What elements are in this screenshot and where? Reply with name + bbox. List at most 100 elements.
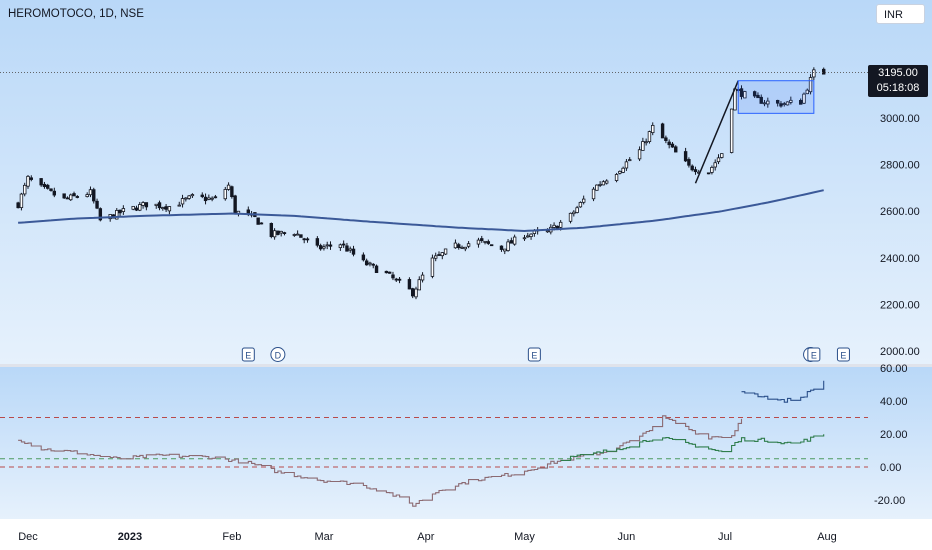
candle-body [713, 162, 717, 168]
time-tick-label: Jul [718, 531, 732, 543]
candle-body [164, 206, 168, 210]
candle-body [486, 241, 491, 244]
pane-divider[interactable] [0, 364, 932, 367]
candle-body [138, 204, 142, 211]
candle-body [190, 194, 195, 197]
currency-button[interactable]: INR [876, 4, 925, 24]
candle-body [766, 100, 770, 105]
candle-body [628, 159, 632, 162]
candle-body [39, 178, 43, 186]
candle-body [782, 103, 786, 106]
candle-body [499, 245, 504, 250]
candle-body [345, 245, 349, 252]
indicator-tick-label: 20.00 [880, 429, 908, 441]
event-marker-label: E [531, 351, 537, 361]
candle-body [690, 165, 694, 171]
candle-body [371, 263, 375, 266]
candle-body [417, 279, 421, 291]
candle-body [364, 260, 369, 266]
price-tick-label: 3000.00 [880, 113, 920, 125]
candle-body [440, 252, 444, 257]
earnings-marker[interactable] [807, 347, 821, 362]
candle-body [256, 217, 260, 225]
candle-body [98, 208, 103, 221]
candle-body [624, 161, 629, 169]
candle-body [351, 248, 356, 255]
axes: 2000.00 2200.00 2400.00 2600.00 2800.00 3000.… [18, 113, 920, 543]
candle-body [621, 167, 625, 173]
time-tick-label: Feb [222, 531, 241, 543]
candle-body [572, 211, 576, 215]
candle-body [693, 169, 698, 173]
price-pane[interactable]: EDEDEE [0, 67, 868, 362]
candle-body [411, 288, 415, 297]
price-tick-label: 2000.00 [880, 346, 920, 358]
time-axis-background [0, 519, 932, 550]
candle-body [756, 94, 760, 99]
candle-body [618, 170, 622, 174]
candle-body [299, 234, 303, 238]
candle-body [397, 278, 402, 281]
candle-body [509, 240, 514, 244]
earnings-marker[interactable] [836, 347, 850, 362]
candle-body [545, 230, 550, 233]
candle-body [161, 207, 165, 210]
indicator-pane-background [0, 367, 932, 519]
candle-body [233, 195, 237, 214]
candle-body [785, 101, 790, 106]
indicator-series-line [18, 415, 743, 507]
candle-body [526, 235, 530, 238]
candle-body [420, 274, 425, 281]
candle-body [207, 197, 211, 200]
candle-body [575, 207, 579, 213]
event-marker-label: E [245, 351, 251, 361]
range-box[interactable] [737, 80, 815, 114]
candle-body [46, 184, 50, 189]
candle-body [637, 149, 642, 160]
price-tick-label: 2400.00 [880, 253, 920, 265]
candle-body [292, 234, 297, 236]
candle-body [775, 99, 780, 104]
candle-body [522, 237, 527, 240]
candle-body [644, 141, 648, 144]
candle-body [325, 244, 329, 247]
candle-body [489, 244, 494, 247]
candle-body [394, 278, 398, 281]
time-tick-label: 2023 [118, 531, 142, 543]
indicator-tick-label: 40.00 [880, 396, 908, 408]
candle-body [614, 174, 619, 181]
candle-body [463, 246, 468, 250]
candle-body [759, 96, 763, 104]
candle-body [443, 248, 448, 255]
indicator-tick-label: 0.00 [880, 462, 901, 474]
indicator-pane[interactable] [0, 380, 868, 507]
candle-body [798, 99, 803, 105]
candle-body [305, 238, 310, 241]
time-tick-label: Mar [314, 531, 333, 543]
candle-body [601, 181, 606, 186]
candle-body [141, 202, 145, 206]
candle-body [276, 230, 280, 235]
candle-body [246, 209, 251, 215]
candle-body [85, 194, 89, 198]
candle-body [512, 236, 517, 245]
candle-body [687, 159, 691, 166]
candle-body [706, 172, 711, 175]
earnings-marker[interactable] [241, 347, 255, 362]
candle-body [739, 88, 744, 97]
trend-line[interactable] [694, 80, 739, 184]
candle-body [460, 246, 464, 249]
dividend-marker[interactable] [270, 347, 286, 362]
candle-body [213, 196, 218, 199]
candle-body [529, 233, 533, 237]
earnings-marker[interactable] [527, 347, 541, 362]
candle-body [641, 141, 645, 151]
candle-body [118, 209, 122, 214]
candle-body [157, 202, 162, 209]
candle-body [506, 241, 510, 251]
last-price-label: 3195.00 05:18:08 [868, 65, 928, 97]
candle-body [154, 203, 158, 206]
candle-body [805, 89, 809, 95]
candle-body [716, 157, 721, 163]
